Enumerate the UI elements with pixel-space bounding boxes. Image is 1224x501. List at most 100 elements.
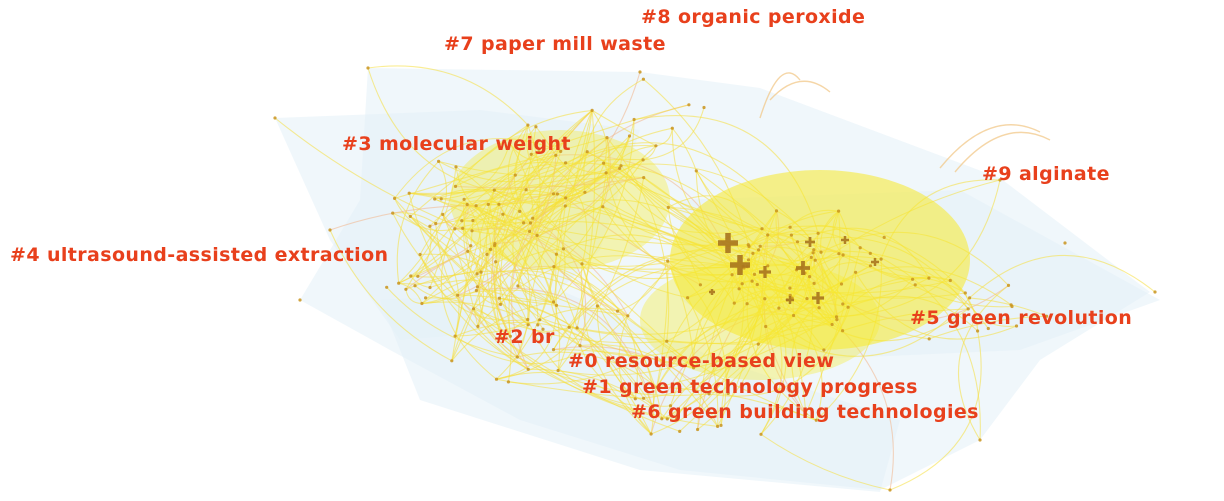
network-node xyxy=(812,248,816,252)
network-link xyxy=(421,245,495,304)
network-node xyxy=(814,418,818,422)
network-link xyxy=(451,189,495,361)
network-node xyxy=(437,159,441,163)
network-node xyxy=(554,303,559,307)
network-node xyxy=(858,246,862,250)
network-link xyxy=(398,249,491,285)
network-node xyxy=(497,296,501,300)
network-node xyxy=(1045,314,1049,318)
network-node xyxy=(1014,324,1019,328)
network-node xyxy=(552,265,556,269)
network-link xyxy=(410,154,557,277)
network-link xyxy=(477,286,554,303)
network-link xyxy=(655,128,673,147)
network-node xyxy=(716,424,720,428)
network-node xyxy=(665,417,669,421)
network-node xyxy=(1063,241,1067,245)
network-node xyxy=(567,325,571,329)
network-node xyxy=(551,348,556,352)
network-link xyxy=(457,155,557,296)
network-link xyxy=(475,205,555,303)
network-link xyxy=(419,162,566,255)
network-node xyxy=(462,197,466,201)
network-link xyxy=(553,119,635,303)
network-node xyxy=(1006,283,1011,287)
network-node xyxy=(641,158,645,162)
network-node xyxy=(788,286,792,290)
network-node xyxy=(499,302,503,306)
network-node xyxy=(298,298,302,302)
network-node xyxy=(678,429,682,433)
network-link xyxy=(760,433,891,491)
network-node xyxy=(409,274,413,278)
network-node xyxy=(660,417,664,421)
network-node xyxy=(757,248,761,252)
network-node xyxy=(641,77,646,81)
network-link xyxy=(643,107,705,161)
network-link xyxy=(451,206,603,361)
network-link xyxy=(759,72,801,119)
network-node xyxy=(561,247,566,251)
network-node xyxy=(978,438,982,442)
network-node xyxy=(393,196,397,200)
network-node xyxy=(726,391,730,395)
network-node xyxy=(470,229,474,233)
network-node xyxy=(687,103,691,107)
network-node xyxy=(554,153,558,157)
network-node xyxy=(465,202,469,207)
network-link xyxy=(527,319,653,408)
network-node xyxy=(830,322,834,327)
network-node xyxy=(817,306,821,310)
network-node xyxy=(755,282,759,287)
network-node xyxy=(508,334,512,338)
cluster-label-9: #9 alginate xyxy=(982,163,1110,185)
network-node xyxy=(476,324,480,328)
network-node xyxy=(632,117,636,122)
network-node xyxy=(428,224,432,228)
network-link xyxy=(569,326,759,345)
network-link xyxy=(495,150,561,262)
network-node xyxy=(526,323,530,327)
network-node xyxy=(763,297,767,301)
cluster-hull-3 xyxy=(380,290,900,492)
network-link xyxy=(500,142,534,305)
network-node xyxy=(534,125,538,129)
network-node xyxy=(626,314,630,318)
network-link xyxy=(398,206,603,284)
network-node xyxy=(424,296,428,300)
network-node xyxy=(408,214,412,218)
network-link xyxy=(473,308,529,370)
network-link xyxy=(583,78,644,193)
hub-node xyxy=(796,261,810,275)
network-link xyxy=(476,286,501,305)
network-node xyxy=(529,152,533,156)
network-link xyxy=(274,117,463,229)
network-link xyxy=(535,126,557,156)
cluster-label-6: #6 green building technologies xyxy=(631,401,979,423)
network-link xyxy=(405,250,468,290)
network-node xyxy=(805,297,809,301)
network-node xyxy=(475,272,479,276)
network-node xyxy=(750,279,754,283)
network-link xyxy=(642,145,657,161)
dense-region xyxy=(450,130,670,270)
network-link xyxy=(408,193,459,296)
network-node xyxy=(760,227,764,231)
network-link xyxy=(467,250,485,327)
network-node xyxy=(486,202,490,206)
network-link xyxy=(394,137,561,199)
network-node xyxy=(559,149,563,153)
network-node xyxy=(841,302,845,306)
network-node xyxy=(746,243,750,247)
network-node xyxy=(730,273,734,277)
network-node xyxy=(841,329,845,333)
network-node xyxy=(795,240,800,244)
network-link xyxy=(386,286,518,358)
network-link xyxy=(410,215,557,306)
network-node xyxy=(642,176,646,180)
network-link xyxy=(579,344,719,427)
network-link xyxy=(517,356,718,427)
cluster-label-4: #4 ultrasound-assisted extraction xyxy=(10,244,389,266)
